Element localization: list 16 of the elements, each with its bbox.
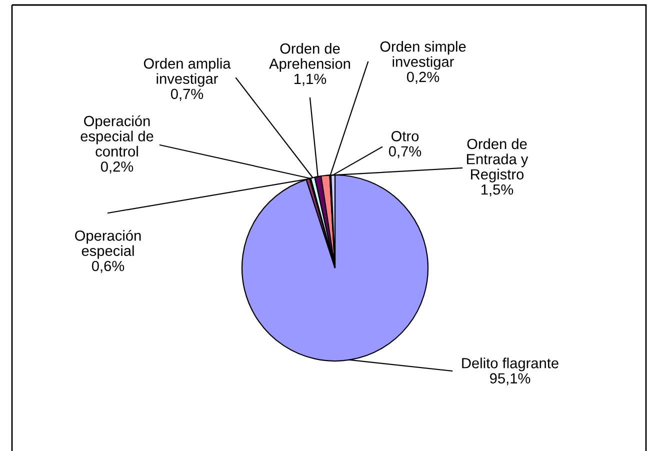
slice-label: Orden de Aprehension bbox=[269, 43, 350, 72]
slice-label: Operación especial bbox=[75, 230, 141, 259]
data-label: 95,1% bbox=[490, 373, 530, 386]
slice-label: Orden amplia investigar bbox=[144, 58, 231, 87]
data-label: 1,5% bbox=[481, 184, 514, 196]
slice-label: Delito flagrante bbox=[462, 358, 558, 372]
slice-label: Operación especial de control bbox=[80, 115, 154, 157]
data-label: 0,7% bbox=[170, 88, 204, 101]
slice-label: Otro bbox=[392, 131, 419, 142]
slice-label: Orden simple investigar bbox=[380, 41, 466, 70]
data-label: 0,2% bbox=[100, 161, 134, 174]
data-label: 0,2% bbox=[406, 72, 440, 84]
data-label: 0,7% bbox=[388, 146, 422, 158]
slice-label: Orden de Entrada y Registro bbox=[466, 138, 528, 182]
data-label: 0,6% bbox=[92, 260, 124, 273]
data-label: 1,1% bbox=[294, 74, 326, 86]
